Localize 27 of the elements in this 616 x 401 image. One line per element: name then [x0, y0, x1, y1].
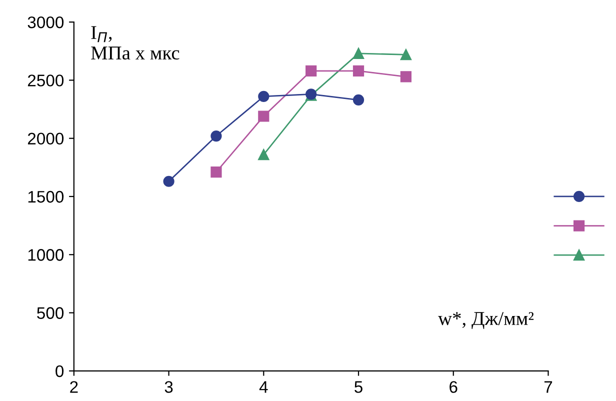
y-tick-label: 500 [37, 307, 64, 319]
point [210, 130, 222, 142]
point [258, 110, 270, 122]
x-tick-label: 2 [70, 381, 78, 393]
y-tick-label: 1500 [28, 190, 64, 203]
point [400, 71, 412, 82]
point [210, 166, 222, 178]
y-tick-label: 2500 [28, 74, 64, 86]
y-axis-title: I$_{П}$, МПа x мкс [91, 26, 180, 60]
point [352, 65, 364, 76]
y-tick-label: 2000 [28, 132, 64, 145]
y-tick-label: 1000 [28, 249, 64, 261]
y-tick-label: 0 [56, 365, 64, 378]
x-tick-label: 3 [164, 381, 173, 393]
point [258, 149, 270, 160]
point [306, 65, 317, 76]
x-tick-label: 7 [544, 381, 552, 393]
point [352, 48, 364, 60]
point [400, 49, 412, 60]
point [258, 90, 270, 102]
x-tick-label: 4 [259, 381, 268, 393]
y-tick-label: 3000 [28, 16, 64, 28]
point [352, 94, 364, 106]
x-tick-label: 5 [354, 381, 362, 393]
point [163, 176, 174, 187]
x-tick-label: 6 [450, 381, 458, 393]
x-axis-title: w*, Дж/мм² [438, 312, 534, 330]
